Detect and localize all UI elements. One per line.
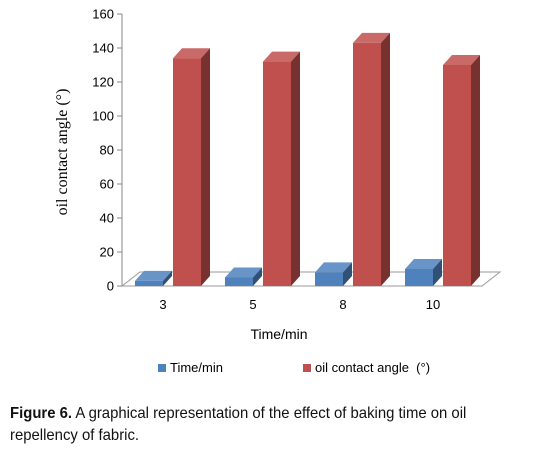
bar-time-min-8 [315,262,352,286]
bar-side-face [201,48,210,287]
figure-caption: Figure 6. A graphical representation of … [10,403,512,447]
x-tick-label: 10 [426,297,440,312]
legend-label-oil-contact-angle: oil contact angle (°) [315,360,430,375]
bar-front-face [135,280,163,286]
x-axis-ticks: 3 5 8 10 [159,297,440,312]
x-axis-label: Time/min [250,326,307,342]
bar-front-face [353,42,381,287]
bar-oil-contact-angle-3 [173,48,210,287]
y-tick-label: 0 [107,279,114,294]
bar-side-face [381,32,390,287]
y-tick-label: 120 [92,75,114,90]
y-tick-label: 20 [100,245,114,260]
x-tick-label: 8 [339,297,346,312]
bar-time-min-3 [135,270,172,286]
bar-front-face [173,58,201,287]
bar-oil-contact-angle-8 [353,32,390,287]
bar-front-face [405,269,433,286]
bar-top-face [405,259,442,269]
caption-label: Figure 6. [10,405,73,422]
y-tick-label: 80 [100,143,114,158]
bar-chart: 0 20 40 60 80 100 120 140 160 3 5 8 10 oil contact … [54,7,502,375]
bar-side-face [253,267,262,286]
y-tick-label: 40 [100,211,114,226]
bar-top-face [353,32,390,43]
bar-side-face [343,262,352,286]
bar-top-face [173,48,210,59]
bar-front-face [443,65,471,286]
x-tick-label: 5 [249,297,256,312]
bar-time-min-10 [405,259,442,286]
bar-side-face [291,51,300,286]
bar-front-face [263,61,291,286]
y-axis-label: oil contact angle (°) [54,89,71,216]
bar-side-face [471,55,480,286]
bar-top-face [225,267,262,278]
caption-text: A graphical representation of the effect… [10,405,467,444]
x-tick-label: 3 [159,297,166,312]
bar-oil-contact-angle-10 [443,55,480,286]
legend-swatch-oil-contact-angle [303,364,311,372]
bar-top-face [135,270,172,281]
y-tick-label: 100 [92,109,114,124]
bar-front-face [225,277,253,286]
legend-label-time: Time/min [170,360,223,375]
legend-swatch-time [158,364,166,372]
bar-side-face [163,270,172,286]
legend: Time/min oil contact angle (°) [158,360,430,375]
bar-top-face [263,51,300,62]
y-axis-ticks: 0 20 40 60 80 100 120 140 160 [92,7,122,294]
bar-top-face [443,55,480,65]
bars [135,32,480,287]
bar-time-min-5 [225,267,262,286]
y-tick-label: 60 [100,177,114,192]
y-tick-label: 160 [92,7,114,22]
bar-top-face [315,262,352,273]
y-tick-label: 140 [92,41,114,56]
bar-front-face [315,272,343,286]
bar-side-face [433,259,442,286]
bar-oil-contact-angle-5 [263,51,300,286]
